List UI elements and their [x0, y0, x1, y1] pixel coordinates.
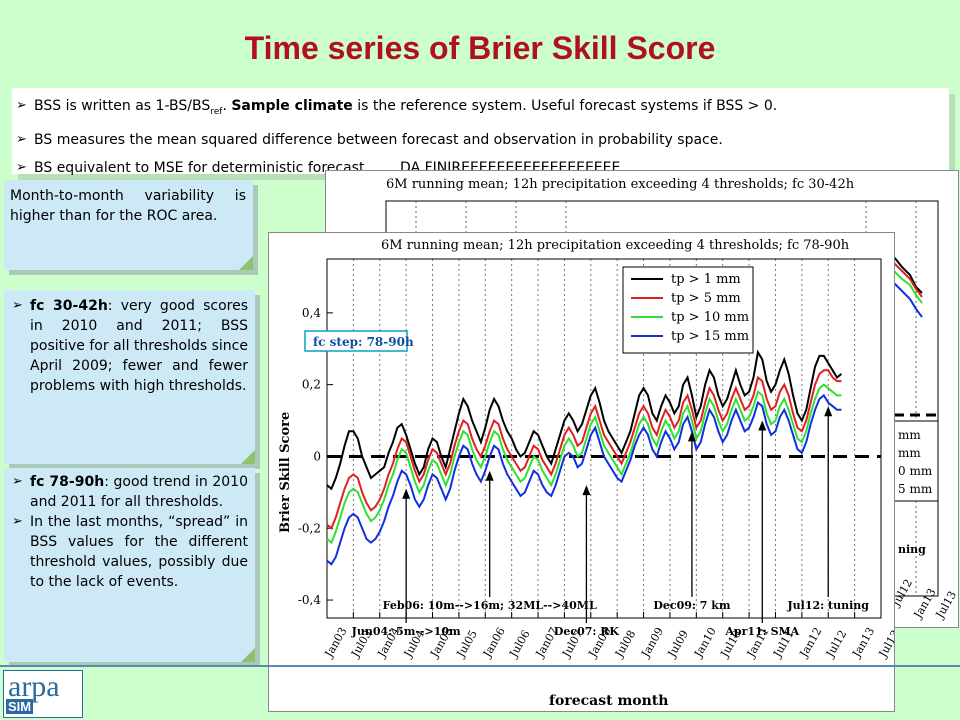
- legend-label: tp > 5 mm: [671, 291, 741, 306]
- front-chart: 6M running mean; 12h precipitation excee…: [278, 238, 902, 709]
- note-box-fc78: fc 78-90h: good trend in 2010 and 2011 f…: [4, 468, 255, 662]
- note-box-fc30: fc 30-42h: very good scores in 2010 and …: [4, 290, 255, 464]
- arrow-head: [758, 420, 767, 431]
- back-x-tick-label: Jan13: [911, 586, 939, 621]
- x-tick-label: Jan06: [480, 625, 508, 660]
- fc-step-badge: [304, 330, 408, 352]
- note-box-variability: Month-to-month variability is higher tha…: [4, 180, 253, 270]
- back-legend-label: 5 mm: [898, 482, 933, 496]
- x-tick-label: Jan10: [691, 625, 719, 660]
- legend-label: tp > 10 mm: [671, 310, 749, 325]
- back-legend-label: mm: [898, 446, 921, 460]
- back-legend-label: 0 mm: [898, 464, 933, 478]
- arrow-head: [687, 431, 696, 442]
- legend-label: tp > 15 mm: [671, 329, 749, 344]
- arrow-head: [582, 485, 591, 496]
- back-annotation: ning: [898, 543, 926, 556]
- y-tick-label: 0,4: [302, 306, 321, 320]
- chart-title: 6M running mean; 12h precipitation excee…: [381, 238, 850, 253]
- arrow-head: [824, 406, 833, 417]
- annotation-label: Apr11: SMA: [724, 625, 799, 638]
- legend-box: [622, 266, 754, 354]
- annotation-label: Dec09: 7 km: [653, 599, 731, 612]
- arrow-head: [402, 488, 411, 499]
- x-tick-label: Jan09: [638, 625, 666, 660]
- note-item: fc 78-90h: good trend in 2010 and 2011 f…: [12, 472, 248, 512]
- y-tick-label: 0: [313, 449, 321, 463]
- note-item: In the last months, “spread” in BSS valu…: [12, 512, 248, 592]
- back-legend-label: mm: [898, 428, 921, 442]
- front-chart-panel: 6M running mean; 12h precipitation excee…: [268, 232, 902, 712]
- plot-frame: [326, 258, 882, 619]
- page-title: Time series of Brier Skill Score: [244, 30, 716, 66]
- legend-label: tp > 1 mm: [671, 272, 741, 287]
- x-tick-label: Jul13: [876, 628, 894, 660]
- bullet-item: BSS is written as 1-BS/BSref. Sample cli…: [16, 92, 949, 126]
- annotation-label: Jul12: tuning: [786, 599, 869, 612]
- y-tick-label: 0,2: [302, 378, 321, 392]
- bullet-panel: BSS is written as 1-BS/BSref. Sample cli…: [12, 88, 949, 182]
- series-line: [326, 393, 842, 566]
- annotation-label: Feb06: 10m-->16m; 32ML-->40ML: [383, 599, 597, 612]
- note-item: fc 30-42h: very good scores in 2010 and …: [12, 296, 248, 396]
- note-text: Month-to-month variability is higher tha…: [10, 188, 246, 224]
- x-tick-label: Jan13: [849, 625, 877, 660]
- x-tick-label: Jul12: [823, 628, 849, 660]
- series-line: [326, 349, 843, 491]
- series-line: [326, 383, 842, 545]
- x-tick-label: Jul06: [507, 628, 533, 660]
- back-chart-title: 6M running mean; 12h precipitation excee…: [386, 177, 855, 192]
- arpa-logo: arpa SIM: [3, 670, 83, 718]
- y-axis-label: Brier Skill Score: [278, 412, 293, 533]
- bullet-item: BS measures the mean squared difference …: [16, 126, 949, 154]
- box-corner-fold: [241, 648, 255, 662]
- annotation-label: Dec07: RK: [554, 625, 620, 638]
- x-axis-label: forecast month: [549, 693, 668, 709]
- arrow-head: [485, 470, 494, 481]
- x-tick-label: Jan03: [322, 625, 350, 660]
- series-line: [326, 369, 842, 530]
- annotation-label: Jun04: 5m-->10m: [351, 625, 461, 638]
- x-tick-label: Jan12: [797, 625, 825, 660]
- box-corner-fold: [239, 256, 253, 270]
- box-corner-fold: [241, 450, 255, 464]
- fc-step-badge-text: fc step: 78-90h: [313, 335, 414, 349]
- footer-line: [0, 665, 960, 667]
- y-tick-label: -0,4: [298, 593, 322, 607]
- x-tick-label: Jul09: [665, 628, 691, 660]
- y-tick-label: -0,2: [298, 521, 321, 535]
